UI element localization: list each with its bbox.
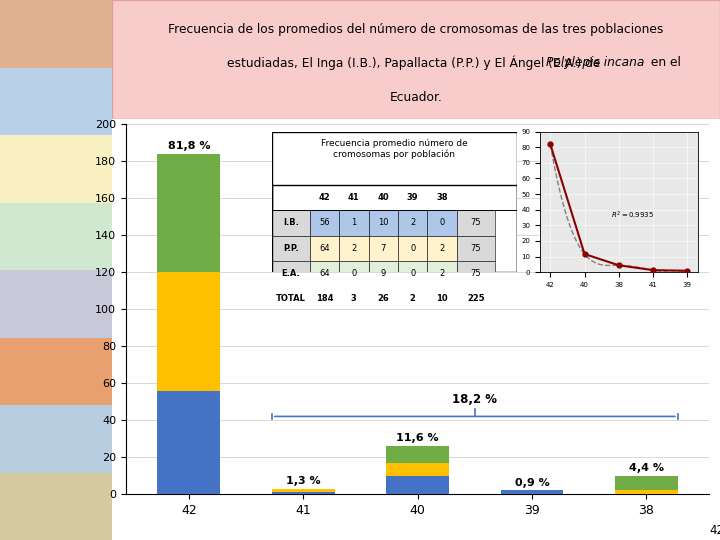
Text: 40: 40	[377, 193, 389, 202]
Text: 56: 56	[319, 219, 330, 227]
Text: 64: 64	[319, 244, 330, 253]
Text: 7: 7	[381, 244, 386, 253]
Bar	[310, 261, 339, 286]
Bar	[158, 154, 220, 272]
Bar	[0, 270, 112, 338]
Bar	[386, 476, 449, 494]
Bar	[428, 286, 456, 312]
Text: 2: 2	[410, 294, 415, 303]
Text: 10: 10	[378, 219, 389, 227]
Text: 38: 38	[436, 193, 448, 202]
Bar	[272, 492, 335, 494]
Bar	[272, 261, 310, 286]
Text: 75: 75	[470, 219, 481, 227]
Text: 64: 64	[319, 269, 330, 278]
Text: 0: 0	[439, 219, 445, 227]
Bar	[0, 338, 112, 405]
Text: 18,2 %: 18,2 %	[452, 393, 498, 406]
Bar	[339, 286, 369, 312]
Bar	[456, 261, 495, 286]
Text: 0: 0	[410, 244, 415, 253]
Bar	[398, 235, 428, 261]
Text: P.P.: P.P.	[283, 244, 299, 253]
Bar	[339, 261, 369, 286]
Text: 42: 42	[710, 524, 720, 537]
Text: 0: 0	[410, 269, 415, 278]
Text: en el: en el	[647, 57, 681, 70]
Text: 2: 2	[439, 244, 445, 253]
Bar	[272, 235, 310, 261]
Bar	[310, 210, 339, 235]
Bar	[398, 210, 428, 235]
Text: 2: 2	[410, 219, 415, 227]
Bar	[0, 68, 112, 135]
Bar	[428, 235, 456, 261]
Text: 0,9 %: 0,9 %	[515, 477, 549, 488]
Bar	[272, 185, 517, 312]
Text: $R^2 = 0.9935$: $R^2 = 0.9935$	[611, 210, 654, 221]
Text: Ecuador.: Ecuador.	[390, 91, 442, 104]
Text: I.B.: I.B.	[283, 219, 299, 227]
Bar	[456, 235, 495, 261]
Text: 75: 75	[470, 244, 481, 253]
Bar	[339, 210, 369, 235]
Text: E.A.: E.A.	[282, 269, 300, 278]
Text: 41: 41	[348, 193, 360, 202]
Text: 42: 42	[318, 193, 330, 202]
Bar	[158, 390, 220, 494]
Text: 2: 2	[439, 269, 445, 278]
Text: 4,4 %: 4,4 %	[629, 463, 664, 473]
Bar	[0, 472, 112, 540]
Bar	[456, 286, 495, 312]
Text: Frecuencia de los promedios del número de cromosomas de las tres poblaciones: Frecuencia de los promedios del número d…	[168, 23, 664, 36]
Bar	[369, 286, 398, 312]
Text: 11,6 %: 11,6 %	[396, 433, 439, 443]
Bar	[500, 490, 564, 494]
Text: 9: 9	[381, 269, 386, 278]
Bar	[272, 210, 310, 235]
Text: TOTAL: TOTAL	[276, 294, 306, 303]
Text: 3: 3	[351, 294, 356, 303]
Bar	[272, 489, 335, 492]
Text: 75: 75	[470, 269, 481, 278]
Text: Frecuencia promedio número de
cromosomas por población: Frecuencia promedio número de cromosomas…	[321, 139, 468, 159]
Bar	[0, 135, 112, 202]
Text: 184: 184	[315, 294, 333, 303]
Text: 81,8 %: 81,8 %	[168, 141, 210, 151]
Bar	[428, 210, 456, 235]
Bar	[272, 286, 310, 312]
Bar	[0, 405, 112, 472]
Bar	[456, 210, 495, 235]
Bar	[369, 210, 398, 235]
Bar	[428, 261, 456, 286]
Text: 1,3 %: 1,3 %	[286, 476, 320, 486]
Text: 39: 39	[407, 193, 418, 202]
Bar	[398, 286, 428, 312]
Bar	[386, 463, 449, 476]
Text: 10: 10	[436, 294, 448, 303]
Text: 1: 1	[351, 219, 356, 227]
Bar	[615, 476, 678, 490]
Text: Polylepis incana: Polylepis incana	[546, 57, 644, 70]
Bar	[0, 202, 112, 270]
Bar	[398, 261, 428, 286]
Text: estudiadas, El Inga (I.B.), Papallacta (P.P.) y El Ángel (E.A.) de: estudiadas, El Inga (I.B.), Papallacta (…	[228, 56, 604, 70]
Bar	[386, 446, 449, 463]
Bar	[310, 235, 339, 261]
Text: 2: 2	[351, 244, 356, 253]
Bar	[369, 235, 398, 261]
Bar	[310, 286, 339, 312]
Bar	[615, 490, 678, 494]
Bar	[339, 235, 369, 261]
Text: 225: 225	[467, 294, 485, 303]
Text: 26: 26	[377, 294, 389, 303]
Bar	[158, 272, 220, 390]
Text: 0: 0	[351, 269, 356, 278]
Bar	[0, 0, 112, 68]
Bar	[369, 261, 398, 286]
